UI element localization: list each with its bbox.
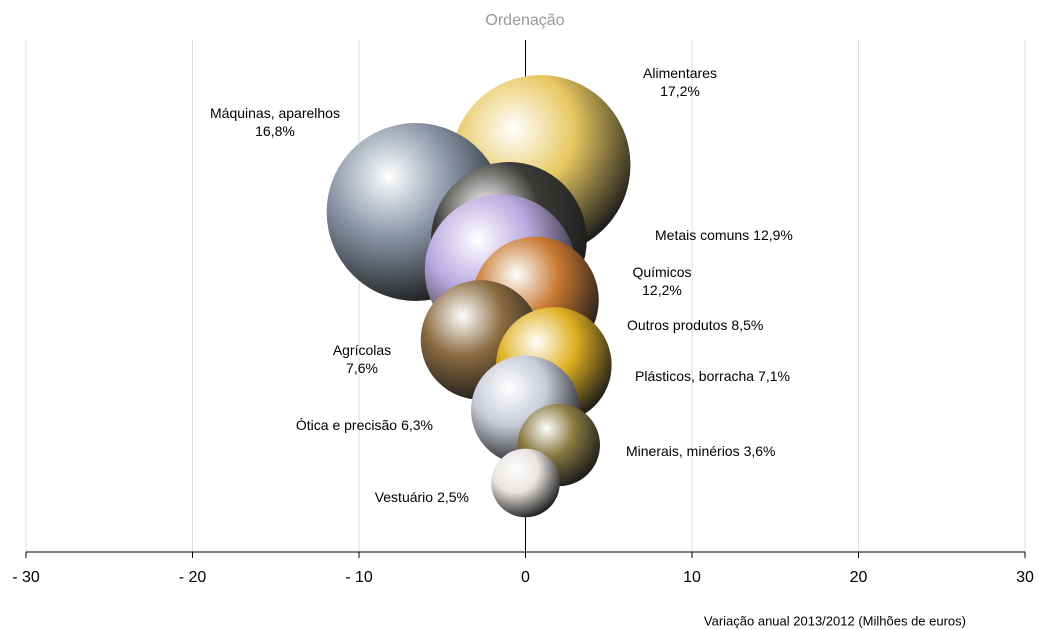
label-name: Agrícolas: [333, 342, 391, 358]
data-label: Metais comuns 12,9%: [655, 227, 793, 243]
label-value: 12,9%: [753, 227, 793, 243]
label-value: 2,5%: [437, 489, 469, 505]
x-tick-label: 0: [521, 569, 530, 586]
label-value: 3,6%: [744, 443, 776, 459]
data-label: Alimentares 17,2%: [643, 65, 717, 99]
label-name: Metais comuns: [655, 227, 749, 243]
data-label: Minerais, minérios 3,6%: [626, 443, 776, 459]
x-tick-label: - 10: [345, 569, 373, 586]
label-value: 17,2%: [660, 83, 700, 99]
data-label: Químicos 12,2%: [632, 264, 691, 298]
label-name: Máquinas, aparelhos: [210, 105, 340, 121]
x-axis-title: Variação anual 2013/2012 (Milhões de eur…: [704, 613, 966, 628]
label-name: Ótica e precisão: [296, 417, 397, 433]
label-value: 16,8%: [255, 123, 295, 139]
label-name: Químicos: [632, 264, 691, 280]
label-name: Vestuário: [375, 489, 434, 505]
label-value: 12,2%: [642, 282, 682, 298]
x-tick-label: - 20: [179, 569, 207, 586]
label-value: 6,3%: [401, 417, 433, 433]
data-label: Outros produtos 8,5%: [627, 317, 763, 333]
label-name: Alimentares: [643, 65, 717, 81]
label-name: Plásticos, borracha: [635, 368, 754, 384]
x-tick-label: - 30: [12, 569, 40, 586]
label-value: 7,6%: [346, 360, 378, 376]
data-label: Vestuário 2,5%: [375, 489, 469, 505]
data-label: Ótica e precisão 6,3%: [296, 417, 433, 433]
label-value: 8,5%: [731, 317, 763, 333]
x-tick-label: 10: [683, 569, 701, 586]
data-label: Máquinas, aparelhos 16,8%: [210, 105, 340, 139]
label-name: Outros produtos: [627, 317, 727, 333]
chart-title: Ordenação: [485, 12, 564, 29]
data-label: Agrícolas 7,6%: [333, 342, 391, 376]
label-value: 7,1%: [758, 368, 790, 384]
bubble: [491, 448, 560, 518]
data-label: Plásticos, borracha 7,1%: [635, 368, 790, 384]
label-name: Minerais, minérios: [626, 443, 740, 459]
x-tick-label: 30: [1016, 569, 1034, 586]
x-tick-label: 20: [850, 569, 868, 586]
